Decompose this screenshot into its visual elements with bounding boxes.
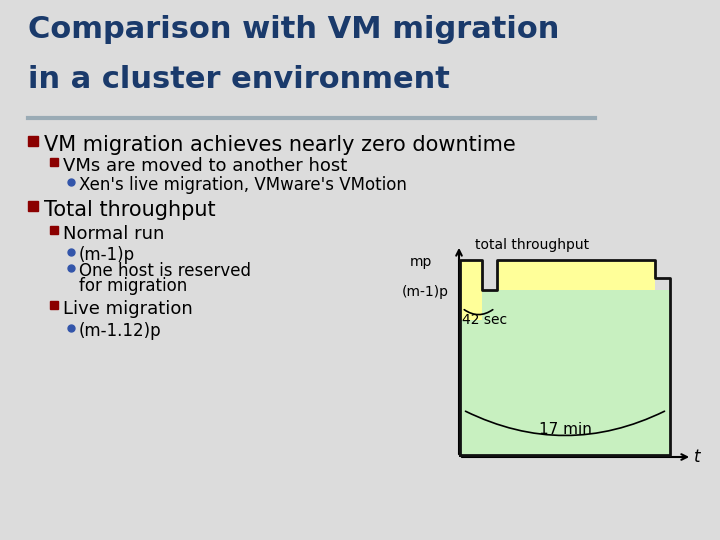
Text: Normal run: Normal run — [63, 225, 164, 243]
Text: VM migration achieves nearly zero downtime: VM migration achieves nearly zero downti… — [44, 135, 516, 155]
Text: Live migration: Live migration — [63, 300, 193, 318]
Text: total throughput: total throughput — [475, 238, 589, 252]
Text: in a cluster environment: in a cluster environment — [28, 65, 450, 94]
Text: 17 min: 17 min — [539, 422, 591, 437]
Text: for migration: for migration — [79, 277, 187, 295]
Text: Total throughput: Total throughput — [44, 200, 215, 220]
Bar — [50, 301, 58, 309]
Text: Comparison with VM migration: Comparison with VM migration — [28, 15, 559, 44]
Text: Xen's live migration, VMware's VMotion: Xen's live migration, VMware's VMotion — [79, 176, 407, 194]
Text: mp: mp — [410, 255, 433, 269]
Text: VMs are moved to another host: VMs are moved to another host — [63, 157, 347, 175]
Bar — [460, 260, 482, 320]
Bar — [28, 136, 38, 146]
Text: 42 sec: 42 sec — [462, 313, 507, 327]
Text: (m-1)p: (m-1)p — [79, 246, 135, 264]
Text: One host is reserved: One host is reserved — [79, 262, 251, 280]
Text: (m-1.12)p: (m-1.12)p — [79, 322, 161, 340]
Text: t: t — [694, 448, 701, 466]
Text: (m-1)p: (m-1)p — [402, 285, 449, 299]
Bar — [50, 158, 58, 166]
Bar — [460, 290, 670, 455]
Bar — [28, 201, 38, 211]
Bar — [50, 226, 58, 234]
Bar — [497, 260, 655, 290]
